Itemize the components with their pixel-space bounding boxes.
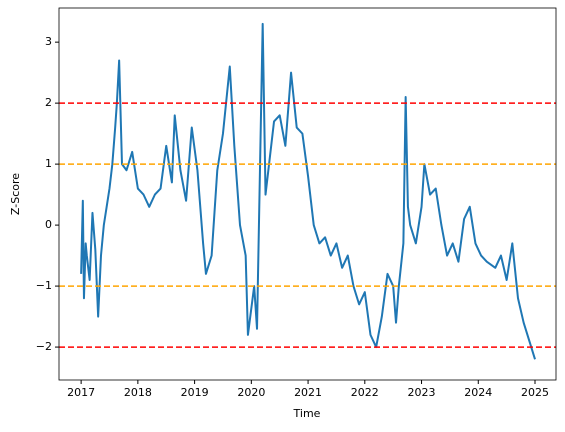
- x-tick-label: 2024: [464, 386, 492, 399]
- line-series: [80, 22, 536, 360]
- x-tick-label: 2017: [67, 386, 95, 399]
- y-tick-label: −2: [36, 340, 52, 353]
- plot-frame: [58, 7, 557, 381]
- y-tick-label: 0: [45, 218, 52, 231]
- y-tick-label: −1: [36, 279, 52, 292]
- x-tick-label: 2021: [294, 386, 322, 399]
- x-tick-label: 2025: [521, 386, 549, 399]
- y-axis-label: Z-Score: [9, 173, 22, 215]
- x-axis-label: Time: [293, 407, 321, 420]
- x-tick-label: 2019: [181, 386, 209, 399]
- y-tick-label: 1: [45, 157, 52, 170]
- x-tick-label: 2020: [237, 386, 265, 399]
- x-tick-label: 2022: [351, 386, 379, 399]
- y-tick-label: 2: [45, 96, 52, 109]
- y-tick-label: 3: [45, 35, 52, 48]
- x-tick-label: 2023: [408, 386, 436, 399]
- x-tick-label: 2018: [124, 386, 152, 399]
